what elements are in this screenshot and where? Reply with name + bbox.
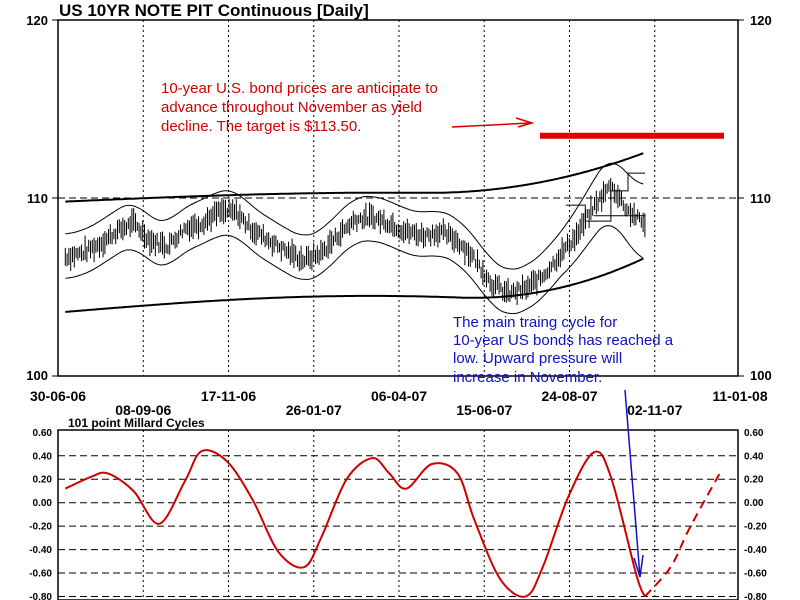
red-note-line-3: decline. The target is $113.50. bbox=[161, 118, 361, 135]
cycle-ytick-left-1: 0.40 bbox=[33, 451, 53, 462]
cycle-title: 101 point Millard Cycles bbox=[68, 416, 205, 430]
cycle-ytick-right-2: 0.20 bbox=[744, 475, 764, 486]
cycle-ytick-left-5: -0.40 bbox=[29, 545, 52, 556]
inner-envelope-lower bbox=[65, 225, 644, 315]
cycle-ytick-right-4: -0.20 bbox=[744, 522, 767, 533]
xtick-row2-2: 15-06-07 bbox=[456, 402, 512, 418]
cycle-ytick-right-7: -0.80 bbox=[744, 592, 767, 600]
red-arrow-head bbox=[515, 117, 535, 128]
xtick-row2-0: 08-09-06 bbox=[115, 402, 171, 418]
xtick-row1-2: 06-04-07 bbox=[371, 388, 427, 404]
cycle-panel-frame bbox=[57, 429, 739, 600]
cycle-ytick-left-0: 0.60 bbox=[33, 428, 53, 439]
cycle-ytick-left-2: 0.20 bbox=[33, 475, 53, 486]
cycle-ytick-right-3: 0.00 bbox=[744, 498, 764, 509]
price-bars bbox=[64, 178, 646, 305]
red-arrow-shaft bbox=[451, 122, 531, 128]
stop-step-line bbox=[565, 172, 645, 222]
blue-note-line-4: increase in November. bbox=[453, 369, 602, 386]
blue-note-line-1: The main traing cycle for bbox=[453, 314, 617, 331]
cycle-ytick-left-6: -0.60 bbox=[29, 569, 52, 580]
chart-title: US 10YR NOTE PIT Continuous [Daily] bbox=[59, 1, 369, 20]
cycle-projection-line bbox=[644, 469, 723, 598]
blue-note-line-2: 10-year US bonds has reached a bbox=[453, 332, 674, 349]
cycle-ytick-left-4: -0.20 bbox=[29, 522, 52, 533]
blue-arrow-shaft bbox=[624, 389, 641, 578]
price-ytick-right-1: 110 bbox=[750, 191, 771, 206]
cycle-ytick-right-0: 0.60 bbox=[744, 428, 764, 439]
price-ytick-right-2: 120 bbox=[750, 13, 772, 28]
red-note-line-2: advance throughout November as yield bbox=[161, 99, 422, 116]
cycle-ytick-right-6: -0.60 bbox=[744, 569, 767, 580]
cycle-ytick-right-5: -0.40 bbox=[744, 545, 767, 556]
xtick-row1-0: 30-06-06 bbox=[30, 388, 86, 404]
cycle-line bbox=[64, 449, 646, 598]
outer-channel-lower bbox=[65, 257, 644, 313]
cycle-ytick-left-7: -0.80 bbox=[29, 592, 52, 600]
price-ytick-left-2: 120 bbox=[26, 13, 48, 28]
outer-channel-upper bbox=[65, 152, 644, 203]
xtick-row1-4: 11-01-08 bbox=[712, 388, 767, 404]
price-ytick-left-1: 110 bbox=[27, 191, 48, 206]
price-ytick-right-0: 100 bbox=[750, 368, 772, 383]
inner-envelope-upper bbox=[65, 162, 644, 270]
cycle-ytick-right-1: 0.40 bbox=[744, 451, 764, 462]
cycle-ytick-left-3: 0.00 bbox=[33, 498, 53, 509]
red-note-line-1: 10-year U.S. bond prices are anticipate … bbox=[161, 80, 438, 97]
xtick-row1-3: 24-08-07 bbox=[541, 388, 597, 404]
blue-note-line-3: low. Upward pressure will bbox=[453, 350, 622, 367]
price-ytick-left-0: 100 bbox=[26, 368, 48, 383]
blue-arrow-head bbox=[633, 554, 644, 578]
xtick-row2-3: 02-11-07 bbox=[627, 402, 682, 418]
xtick-row2-1: 26-01-07 bbox=[286, 402, 342, 418]
xtick-row1-1: 17-11-06 bbox=[201, 388, 256, 404]
